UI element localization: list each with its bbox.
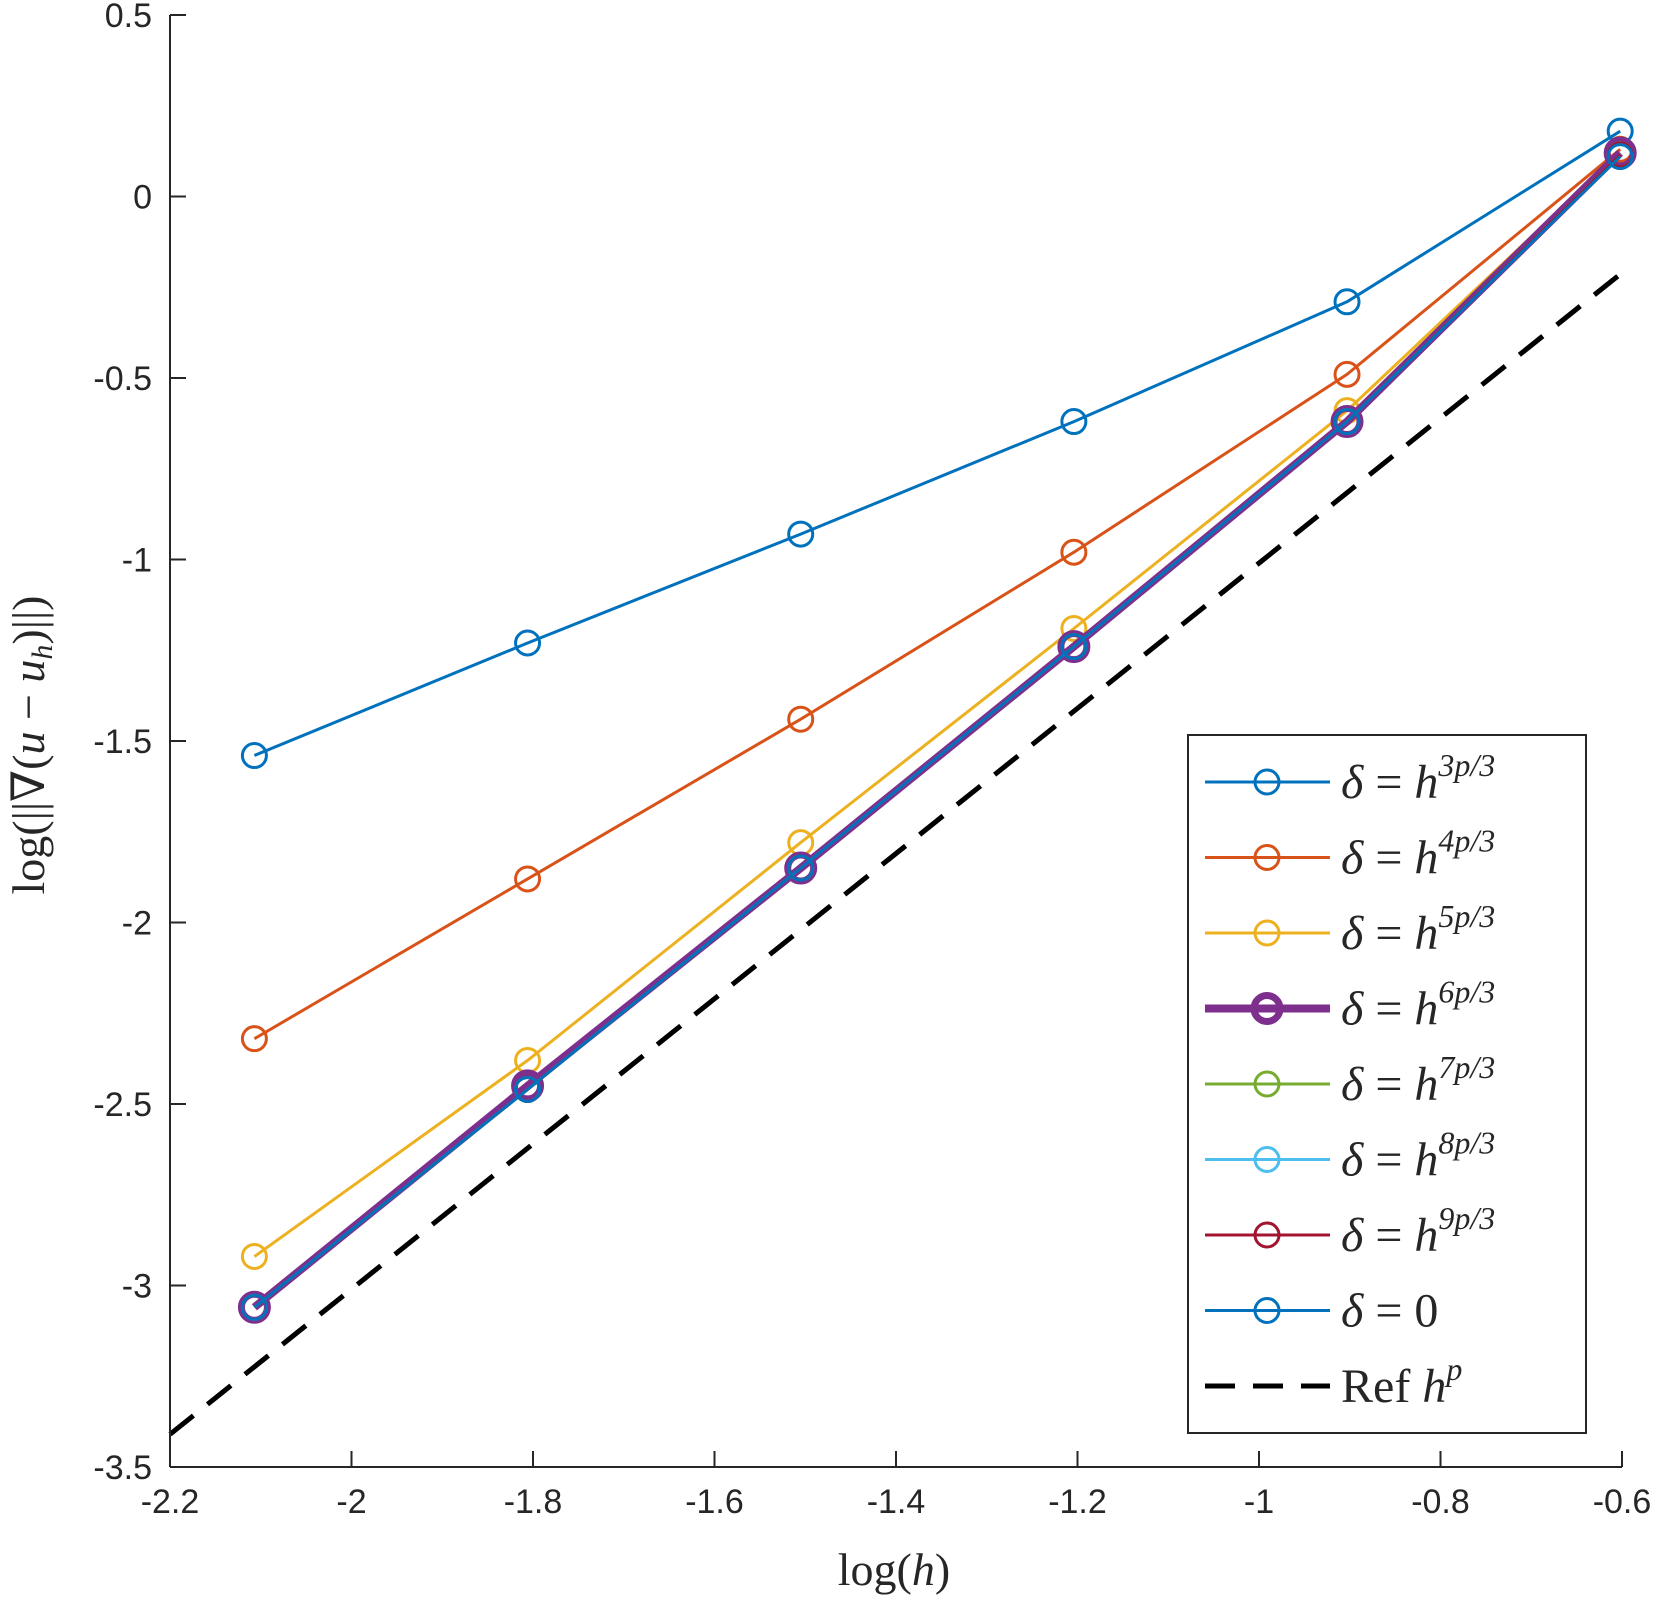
x-tick-label: -0.8 (1411, 1483, 1470, 1521)
data-point (514, 865, 542, 893)
x-tick-label: -0.6 (1593, 1483, 1652, 1521)
data-point (1060, 633, 1088, 661)
series-layer (168, 117, 1637, 1437)
legend-swatch-marker (1253, 1070, 1281, 1098)
data-point (514, 629, 542, 657)
y-tick-label: -3.5 (93, 1449, 152, 1487)
legend-entry: δ = h5p/3 (1205, 898, 1495, 960)
tick-marks (169, 14, 1623, 1468)
data-point (1333, 360, 1361, 388)
series-line (253, 148, 1622, 1040)
data-point (1060, 538, 1088, 566)
data-point (787, 854, 815, 882)
y-tick-label: -3 (122, 1268, 152, 1306)
legend-label: δ = h8p/3 (1341, 1125, 1495, 1187)
x-tick-label: -2.2 (141, 1483, 200, 1521)
y-tick-label: -2 (122, 905, 152, 943)
y-axis-label: log(||∇(u − uh)||) (3, 596, 59, 895)
data-point (240, 1025, 268, 1053)
y-tick-label: -2.5 (93, 1086, 152, 1124)
x-tick-label: -1.6 (685, 1483, 744, 1521)
data-point (1060, 408, 1088, 436)
legend-swatch-marker (1253, 844, 1281, 871)
y-tick-label: 0 (133, 179, 152, 217)
legend-label: Ref hp (1341, 1351, 1462, 1413)
legend: δ = h3p/3 δ = h4p/3 δ = h5p/3 δ = h6p/3 δ = … (1187, 734, 1587, 1434)
legend-entry: δ = h6p/3 (1205, 974, 1495, 1036)
y-tick-label: -1.5 (93, 723, 152, 761)
y-tick-label: -0.5 (93, 360, 152, 398)
x-tick-label: -1 (1244, 1483, 1274, 1521)
series-line (253, 129, 1621, 757)
data-point (787, 520, 815, 548)
x-tick-label: -2 (336, 1483, 366, 1521)
data-point (240, 1242, 268, 1270)
legend-swatch-marker (1253, 1297, 1281, 1324)
y-tick-label: -1 (122, 542, 152, 580)
legend-entry: δ = h7p/3 (1205, 1049, 1495, 1111)
series-line (253, 155, 1622, 1309)
legend-label: δ = h4p/3 (1341, 823, 1495, 885)
legend-entry: δ = h9p/3 (1205, 1200, 1495, 1262)
axes (169, 15, 1622, 1468)
reference-line (168, 270, 1624, 1437)
data-point (1060, 614, 1088, 642)
legend-swatch-marker (1253, 919, 1281, 947)
x-tick-label: -1.4 (867, 1483, 926, 1521)
legend-entry: Ref hp (1205, 1351, 1462, 1413)
data-point (1606, 143, 1634, 171)
series-line (253, 151, 1622, 1258)
data-point (514, 1075, 542, 1103)
legend-swatch-marker (1253, 768, 1281, 796)
data-point (787, 705, 815, 733)
legend-label: δ = h5p/3 (1341, 898, 1495, 960)
data-point (1333, 408, 1361, 436)
data-point (240, 1293, 268, 1321)
x-tick-label: -1.8 (504, 1483, 563, 1521)
legend-label: δ = h9p/3 (1341, 1200, 1495, 1262)
legend-entry: δ = h8p/3 (1205, 1125, 1495, 1187)
legend-entry: δ = h4p/3 (1205, 823, 1495, 885)
series-7 (240, 143, 1634, 1321)
legend-swatch-marker (1253, 1221, 1281, 1249)
x-tick-label: -1.2 (1048, 1483, 1107, 1521)
series-0 (240, 117, 1634, 770)
y-tick-label: 0.5 (105, 0, 152, 35)
legend-label: δ = h7p/3 (1341, 1049, 1495, 1111)
legend-label: δ = h3p/3 (1341, 747, 1495, 809)
legend-entry: δ = h3p/3 (1205, 747, 1495, 809)
legend-label: δ = h6p/3 (1341, 974, 1495, 1036)
tick-labels: -2.2 -2 -1.8 -1.6 -1.4 -1.2 -1 -0.8 -0.6 0.5 0 -0.5… (93, 0, 1651, 1521)
data-point (240, 742, 268, 770)
legend-entry: δ = 0 (1205, 1285, 1438, 1338)
legend-swatch-marker (1253, 1146, 1281, 1173)
legend-swatch-marker (1250, 992, 1284, 1025)
x-axis-label: log(h) (838, 1544, 950, 1595)
legend-label: δ = 0 (1341, 1285, 1438, 1338)
data-point (1333, 288, 1361, 316)
